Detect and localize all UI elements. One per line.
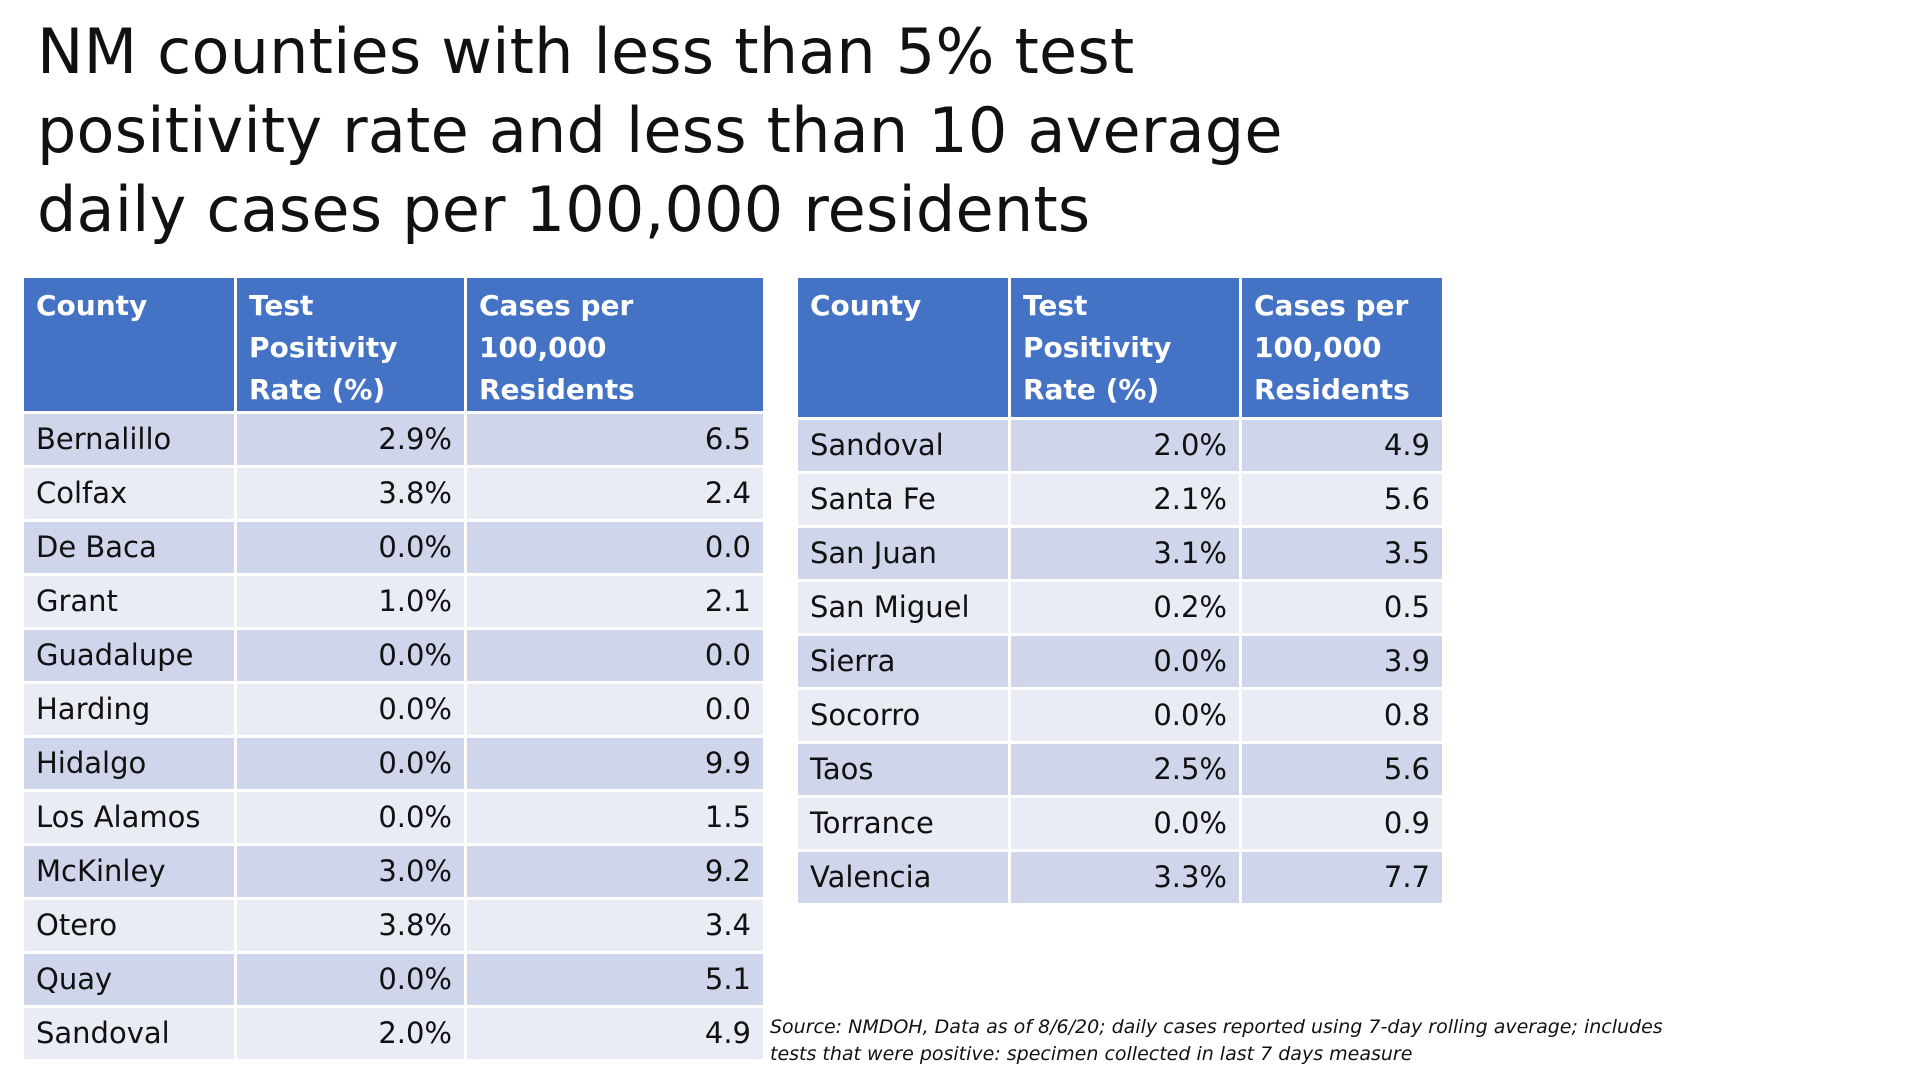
- cases-cell: 4.9: [464, 1005, 766, 1062]
- table-row: Colfax 3.8% 2.4: [21, 465, 766, 522]
- header-cases-per-100k: Cases per 100,000 Residents: [1239, 275, 1445, 420]
- county-cell: Sandoval: [21, 1005, 237, 1062]
- cases-cell: 1.5: [464, 789, 766, 846]
- cases-cell: 0.0: [464, 627, 766, 684]
- rate-cell: 2.5%: [1008, 741, 1242, 798]
- county-cell: Guadalupe: [21, 627, 237, 684]
- rate-cell: 3.8%: [234, 897, 467, 954]
- county-table-left: County Test Positivity Rate (%) Cases pe…: [21, 275, 766, 1062]
- county-cell: Taos: [795, 741, 1011, 798]
- table-row: McKinley 3.0% 9.2: [21, 843, 766, 900]
- header-positivity-rate: Test Positivity Rate (%): [234, 275, 467, 414]
- rate-cell: 2.0%: [1008, 417, 1242, 474]
- rate-cell: 0.0%: [1008, 633, 1242, 690]
- county-cell: Quay: [21, 951, 237, 1008]
- table-row: Torrance 0.0% 0.9: [795, 795, 1445, 852]
- table-row: Taos 2.5% 5.6: [795, 741, 1445, 798]
- table-row: Quay 0.0% 5.1: [21, 951, 766, 1008]
- cases-cell: 6.5: [464, 411, 766, 468]
- table-row: San Juan 3.1% 3.5: [795, 525, 1445, 582]
- rate-cell: 0.0%: [1008, 795, 1242, 852]
- cases-cell: 2.1: [464, 573, 766, 630]
- county-cell: Sierra: [795, 633, 1011, 690]
- cases-cell: 5.6: [1239, 471, 1445, 528]
- cases-cell: 2.4: [464, 465, 766, 522]
- county-cell: San Miguel: [795, 579, 1011, 636]
- rate-cell: 2.9%: [234, 411, 467, 468]
- rate-cell: 0.0%: [234, 681, 467, 738]
- table-row: Los Alamos 0.0% 1.5: [21, 789, 766, 846]
- table-row: Hidalgo 0.0% 9.9: [21, 735, 766, 792]
- cases-cell: 3.4: [464, 897, 766, 954]
- table-row: Valencia 3.3% 7.7: [795, 849, 1445, 906]
- rate-cell: 2.0%: [234, 1005, 467, 1062]
- county-cell: Harding: [21, 681, 237, 738]
- cases-cell: 3.5: [1239, 525, 1445, 582]
- county-cell: Colfax: [21, 465, 237, 522]
- cases-cell: 0.9: [1239, 795, 1445, 852]
- county-cell: McKinley: [21, 843, 237, 900]
- county-cell: Sandoval: [795, 417, 1011, 474]
- county-cell: San Juan: [795, 525, 1011, 582]
- slide-title: NM counties with less than 5% test posit…: [37, 15, 1283, 246]
- county-table-right: County Test Positivity Rate (%) Cases pe…: [795, 275, 1445, 906]
- table-row: Harding 0.0% 0.0: [21, 681, 766, 738]
- rate-cell: 3.3%: [1008, 849, 1242, 906]
- table-row: Grant 1.0% 2.1: [21, 573, 766, 630]
- table-row: Bernalillo 2.9% 6.5: [21, 411, 766, 468]
- cases-cell: 5.6: [1239, 741, 1445, 798]
- header-row: County Test Positivity Rate (%) Cases pe…: [795, 275, 1445, 420]
- cases-cell: 5.1: [464, 951, 766, 1008]
- rate-cell: 0.0%: [234, 789, 467, 846]
- header-county: County: [21, 275, 237, 414]
- table-row: Sandoval 2.0% 4.9: [21, 1005, 766, 1062]
- rate-cell: 3.1%: [1008, 525, 1242, 582]
- table-row: Otero 3.8% 3.4: [21, 897, 766, 954]
- cases-cell: 9.9: [464, 735, 766, 792]
- header-cases-per-100k: Cases per 100,000 Residents: [464, 275, 766, 414]
- header-county: County: [795, 275, 1011, 420]
- county-cell: Hidalgo: [21, 735, 237, 792]
- rate-cell: 0.0%: [234, 735, 467, 792]
- rate-cell: 2.1%: [1008, 471, 1242, 528]
- county-cell: Los Alamos: [21, 789, 237, 846]
- county-cell: Torrance: [795, 795, 1011, 852]
- rate-cell: 3.8%: [234, 465, 467, 522]
- table-row: Sandoval 2.0% 4.9: [795, 417, 1445, 474]
- rate-cell: 0.0%: [234, 951, 467, 1008]
- cases-cell: 7.7: [1239, 849, 1445, 906]
- cases-cell: 3.9: [1239, 633, 1445, 690]
- header-positivity-rate: Test Positivity Rate (%): [1008, 275, 1242, 420]
- table-row: Sierra 0.0% 3.9: [795, 633, 1445, 690]
- source-note: Source: NMDOH, Data as of 8/6/20; daily …: [770, 1016, 1663, 1065]
- cases-cell: 0.5: [1239, 579, 1445, 636]
- table-row: Socorro 0.0% 0.8: [795, 687, 1445, 744]
- table-row: Guadalupe 0.0% 0.0: [21, 627, 766, 684]
- county-cell: Socorro: [795, 687, 1011, 744]
- table-row: De Baca 0.0% 0.0: [21, 519, 766, 576]
- county-cell: Valencia: [795, 849, 1011, 906]
- county-cell: Bernalillo: [21, 411, 237, 468]
- rate-cell: 3.0%: [234, 843, 467, 900]
- county-cell: Otero: [21, 897, 237, 954]
- rate-cell: 0.0%: [1008, 687, 1242, 744]
- cases-cell: 4.9: [1239, 417, 1445, 474]
- cases-cell: 0.8: [1239, 687, 1445, 744]
- cases-cell: 9.2: [464, 843, 766, 900]
- rate-cell: 0.0%: [234, 627, 467, 684]
- county-cell: De Baca: [21, 519, 237, 576]
- header-row: County Test Positivity Rate (%) Cases pe…: [21, 275, 766, 414]
- rate-cell: 0.2%: [1008, 579, 1242, 636]
- rate-cell: 0.0%: [234, 519, 467, 576]
- table-row: Santa Fe 2.1% 5.6: [795, 471, 1445, 528]
- cases-cell: 0.0: [464, 519, 766, 576]
- rate-cell: 1.0%: [234, 573, 467, 630]
- table-row: San Miguel 0.2% 0.5: [795, 579, 1445, 636]
- county-cell: Grant: [21, 573, 237, 630]
- county-cell: Santa Fe: [795, 471, 1011, 528]
- cases-cell: 0.0: [464, 681, 766, 738]
